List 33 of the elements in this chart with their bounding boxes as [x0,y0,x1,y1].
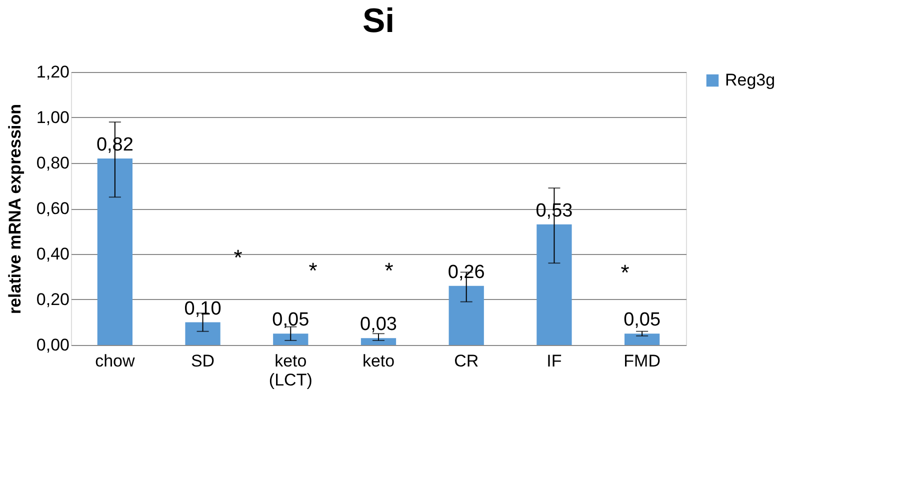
y-tick-label: 0,80 [36,154,70,172]
bar [448,286,484,345]
y-tick-label: 0,00 [36,336,70,354]
annotation: * [308,258,318,283]
annotation: * [234,245,243,270]
x-tick-label: SD [190,352,215,370]
bar [536,224,572,345]
data-label: 0,05 [272,310,310,331]
bar [360,338,396,345]
bar [624,334,660,345]
chart-title: Si [362,2,395,40]
x-tick-label: IF [546,352,562,370]
y-tick-label: 0,40 [36,244,70,264]
data-label: 0,10 [184,298,222,320]
x-tick-label: CR [454,352,479,370]
legend-label: Reg3g [725,70,776,90]
y-axis-title: relative mRNA expression [5,104,24,314]
y-tick-label: 1,20 [36,62,70,82]
data-label: 0,05 [624,310,661,331]
y-tick-label: 0,20 [36,290,70,309]
data-label: 0,03 [360,314,397,336]
y-tick-label: 1,00 [36,108,70,127]
bar [97,158,132,345]
x-tick-label: keto (LCT) [268,352,312,390]
data-label: 0,26 [448,262,485,283]
x-tick-label: keto [362,352,395,370]
y-tick-label: 0,60 [36,199,70,218]
annotation: * [620,260,630,285]
x-tick-label: chow [95,352,136,370]
bar [185,322,220,345]
x-tick-label: FMD [624,352,660,370]
annotation: * [384,258,394,283]
bar [273,334,308,345]
